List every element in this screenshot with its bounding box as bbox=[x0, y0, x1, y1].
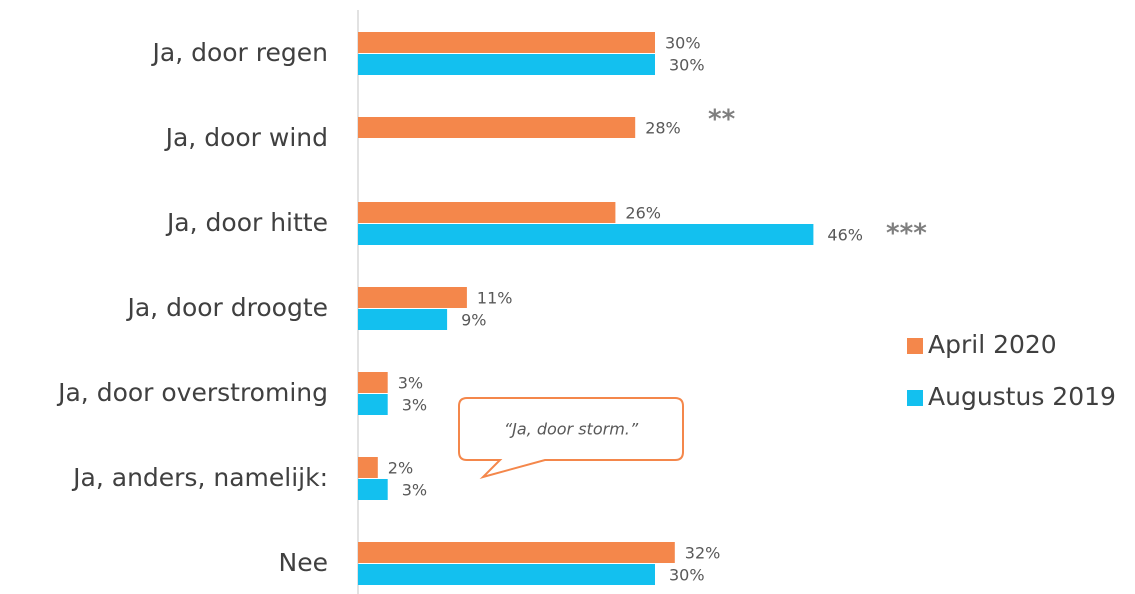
category-label: Ja, door wind bbox=[164, 123, 328, 152]
annotation: ** bbox=[708, 105, 736, 135]
bar bbox=[358, 202, 616, 223]
bar bbox=[358, 542, 675, 563]
category-label: Ja, door droogte bbox=[125, 293, 328, 322]
value-label: 28% bbox=[645, 119, 681, 138]
value-label: 3% bbox=[402, 481, 427, 500]
value-label: 32% bbox=[685, 544, 721, 563]
value-label: 30% bbox=[665, 34, 701, 53]
bar bbox=[358, 287, 467, 308]
annotation: *** bbox=[886, 219, 927, 249]
value-label: 3% bbox=[398, 374, 423, 393]
legend-swatch bbox=[907, 390, 923, 406]
legend-swatch bbox=[907, 338, 923, 354]
annotation: “Ja, door storm.” bbox=[504, 420, 639, 439]
bar bbox=[358, 224, 814, 245]
value-label: 30% bbox=[669, 566, 705, 585]
category-label: Ja, door hitte bbox=[165, 208, 328, 237]
value-label: 9% bbox=[461, 311, 486, 330]
value-label: 11% bbox=[477, 289, 513, 308]
bar bbox=[358, 54, 655, 75]
category-label: Ja, door overstroming bbox=[56, 378, 328, 407]
bar bbox=[358, 457, 378, 478]
value-label: 30% bbox=[669, 56, 705, 75]
bar bbox=[358, 372, 388, 393]
category-label: Nee bbox=[279, 548, 328, 577]
category-label: Ja, anders, namelijk: bbox=[71, 463, 328, 492]
value-label: 2% bbox=[388, 459, 413, 478]
value-label: 46% bbox=[827, 226, 863, 245]
bar bbox=[358, 394, 388, 415]
bar bbox=[358, 32, 655, 53]
value-label: 3% bbox=[402, 396, 427, 415]
value-label: 26% bbox=[625, 204, 661, 223]
bar bbox=[358, 117, 636, 138]
callout bbox=[458, 397, 684, 479]
bar bbox=[358, 479, 388, 500]
bar bbox=[358, 309, 448, 330]
legend-label: Augustus 2019 bbox=[928, 382, 1116, 411]
category-label: Ja, door regen bbox=[151, 38, 328, 67]
legend-label: April 2020 bbox=[928, 330, 1057, 359]
bar bbox=[358, 564, 655, 585]
